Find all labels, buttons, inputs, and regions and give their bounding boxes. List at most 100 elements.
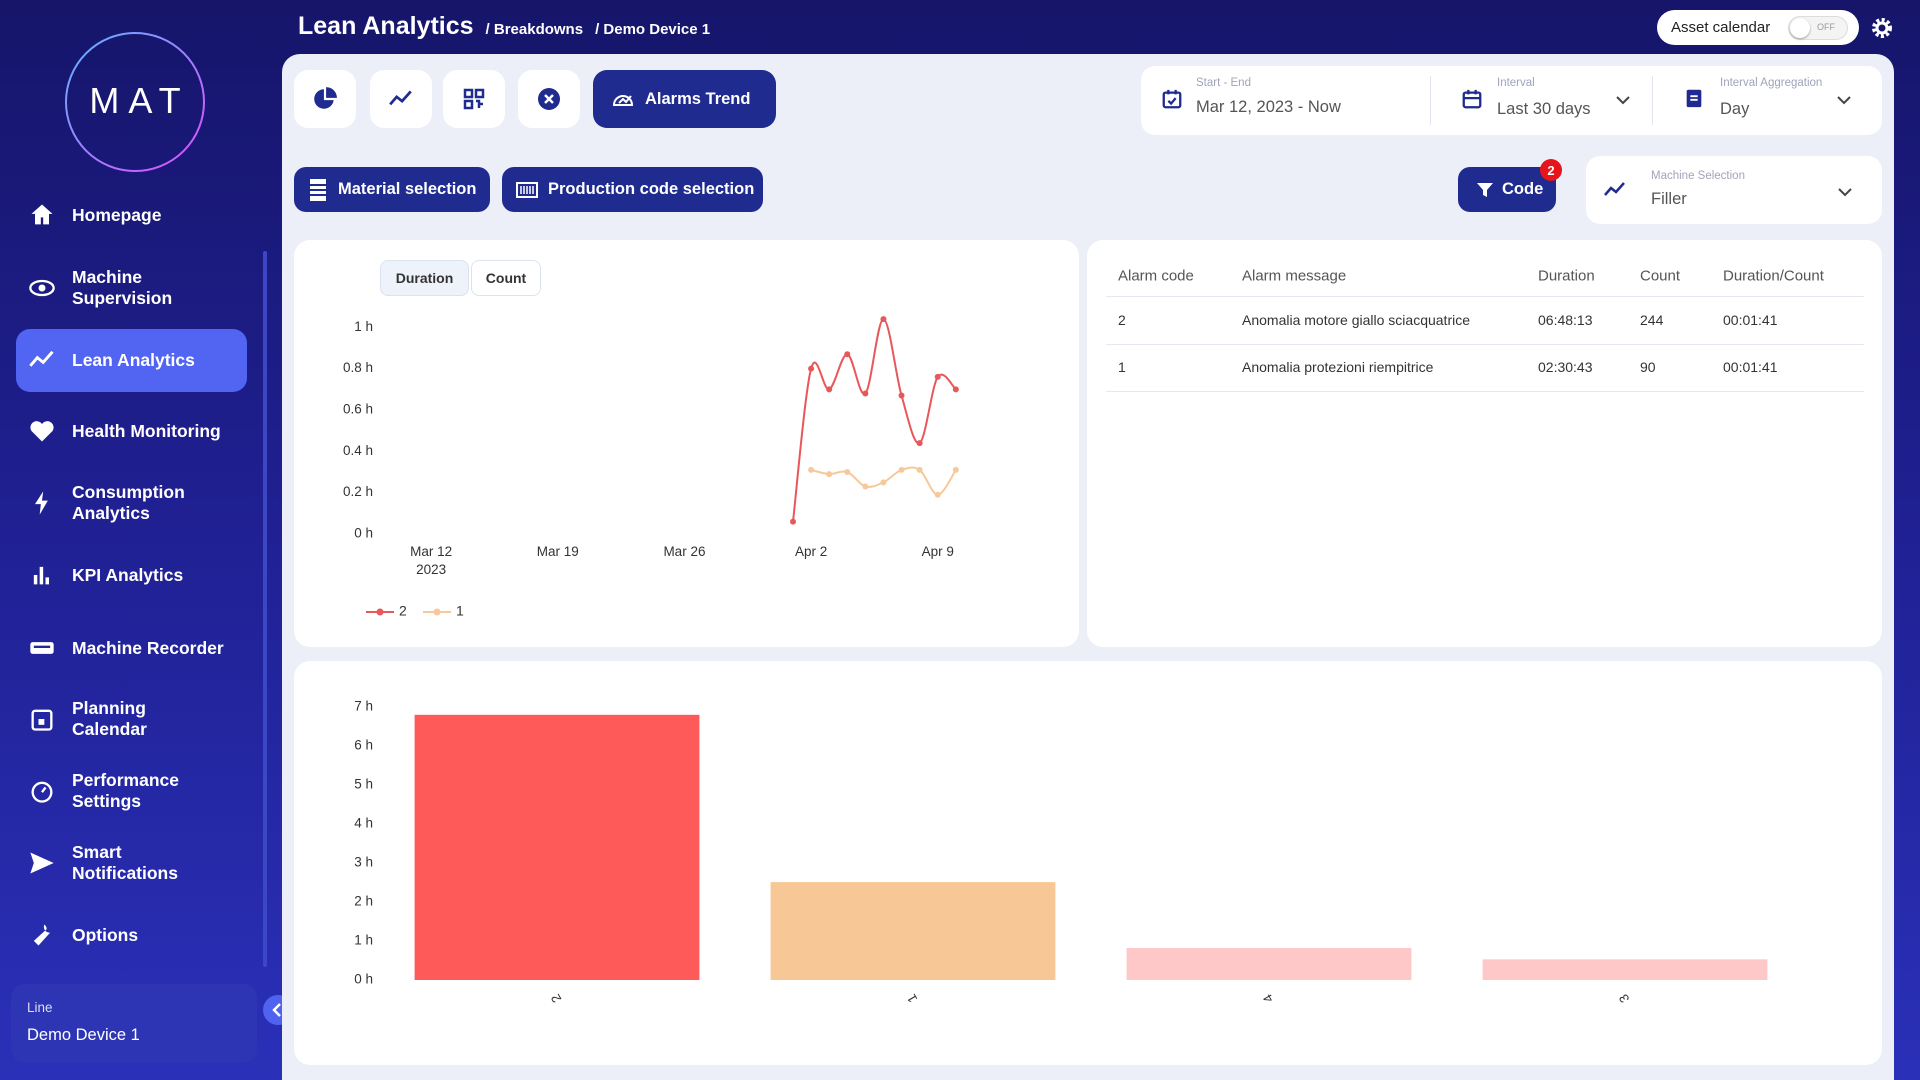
legend-swatch bbox=[376, 608, 384, 616]
table-cell: 02:30:43 bbox=[1538, 359, 1593, 375]
table-cell: 2 bbox=[1118, 312, 1126, 328]
material-button[interactable]: Material selection bbox=[294, 167, 490, 212]
alarms-trend-button[interactable]: Alarms Trend bbox=[593, 70, 776, 128]
nav-label[interactable]: Options bbox=[72, 924, 139, 945]
row-divider bbox=[1106, 344, 1864, 345]
line-box[interactable]: Line Demo Device 1 bbox=[11, 984, 257, 1063]
nav-item[interactable]: Machine Supervision bbox=[28, 263, 228, 313]
production-code-button[interactable]: Production code selection bbox=[502, 167, 763, 212]
nav-item[interactable]: Planning Calendar bbox=[28, 694, 202, 744]
breadcrumb[interactable]: / Demo Device 1 bbox=[595, 21, 711, 38]
column-header: Count bbox=[1640, 267, 1681, 285]
point bbox=[808, 466, 815, 473]
point bbox=[952, 466, 959, 473]
filter-value[interactable]: Last 30 days bbox=[1497, 100, 1591, 118]
legend-label: 1 bbox=[456, 603, 464, 619]
y-tick-label: 1 h bbox=[354, 933, 373, 948]
divider bbox=[1430, 76, 1431, 125]
column-header: Duration/Count bbox=[1723, 267, 1824, 285]
filter-label: Interval Aggregation bbox=[1720, 77, 1823, 89]
table-cell: 00:01:41 bbox=[1723, 359, 1778, 375]
tab[interactable]: Count bbox=[471, 260, 541, 296]
filter-label: Start - End bbox=[1196, 77, 1251, 89]
nav-label[interactable]: Machine Recorder bbox=[72, 637, 224, 658]
scrollbar bbox=[263, 251, 267, 967]
column-header: Duration bbox=[1538, 267, 1595, 285]
point bbox=[934, 373, 941, 380]
button-label[interactable]: Code bbox=[1502, 180, 1544, 198]
line-value: Demo Device 1 bbox=[27, 1026, 140, 1044]
point bbox=[862, 483, 869, 490]
button-label[interactable]: Production code selection bbox=[548, 180, 755, 198]
point bbox=[844, 351, 851, 358]
point bbox=[916, 440, 923, 447]
filter-value[interactable]: Day bbox=[1720, 100, 1750, 118]
row-divider bbox=[1106, 391, 1864, 392]
y-tick-label: 5 h bbox=[354, 777, 373, 792]
trend-view[interactable] bbox=[370, 70, 432, 128]
nav-item[interactable]: Lean Analytics bbox=[28, 335, 195, 385]
y-tick-label: 6 h bbox=[354, 738, 373, 753]
y-tick-label: 1 h bbox=[354, 319, 373, 334]
table-cell: 244 bbox=[1640, 312, 1664, 328]
nav-label[interactable]: KPI Analytics bbox=[72, 564, 184, 585]
nav-label[interactable]: Machine Supervision bbox=[72, 267, 173, 308]
nav-label[interactable]: Planning Calendar bbox=[72, 698, 147, 739]
logo: MAT bbox=[89, 80, 190, 121]
y-tick-label: 0.2 h bbox=[343, 484, 373, 499]
nav-item[interactable]: Machine Recorder bbox=[28, 623, 224, 673]
y-tick-label: 3 h bbox=[354, 855, 373, 870]
nav-item[interactable]: Homepage bbox=[28, 190, 161, 240]
y-tick-label: 0.4 h bbox=[343, 443, 373, 458]
button-label[interactable]: Alarms Trend bbox=[645, 89, 751, 108]
table-cell: 90 bbox=[1640, 359, 1656, 375]
nav-item[interactable]: Smart Notifications bbox=[28, 838, 202, 888]
active-nav-bg bbox=[16, 329, 247, 392]
column-header: Alarm code bbox=[1118, 267, 1194, 285]
pie-view[interactable] bbox=[294, 70, 356, 128]
bar-chart: 0 h 1 h 2 h 3 h 4 h 5 h 6 h 7 h 2 1 4 3 bbox=[354, 699, 1768, 1006]
nav-item[interactable]: Performance Settings bbox=[28, 766, 202, 816]
y-tick-label: 0.8 h bbox=[343, 360, 373, 375]
nav-label[interactable]: Lean Analytics bbox=[72, 349, 195, 370]
point bbox=[862, 390, 869, 397]
bar bbox=[770, 882, 1056, 980]
settings[interactable] bbox=[1870, 16, 1894, 40]
page-title: Lean Analytics bbox=[298, 12, 474, 40]
nav-item[interactable]: Health Monitoring bbox=[28, 406, 221, 456]
x-tick-label: 1 bbox=[904, 992, 921, 1006]
divider bbox=[1652, 76, 1653, 125]
button-label[interactable]: Material selection bbox=[338, 180, 477, 198]
point bbox=[826, 471, 833, 478]
line-chart: 0 h 0.2 h 0.4 h 0.6 h 0.8 h 1 h 2 1 bbox=[343, 316, 959, 619]
breadcrumb[interactable]: / Breakdowns bbox=[485, 21, 584, 38]
nav-label[interactable]: Health Monitoring bbox=[72, 420, 221, 441]
x-tick-label: 4 bbox=[1260, 992, 1277, 1006]
y-tick-label: 0 h bbox=[354, 972, 373, 987]
x-tick-label: 3 bbox=[1616, 992, 1633, 1006]
nav-label[interactable]: Smart Notifications bbox=[72, 842, 178, 883]
toggle[interactable]: OFF bbox=[1788, 16, 1848, 40]
qr-view[interactable] bbox=[443, 70, 505, 128]
point bbox=[826, 386, 833, 393]
bar bbox=[1482, 959, 1768, 980]
nav-item[interactable]: KPI Analytics bbox=[28, 550, 183, 600]
nav-label[interactable]: Performance Settings bbox=[72, 770, 179, 811]
machine-selector[interactable]: Machine Selection Filler bbox=[1586, 156, 1882, 224]
tab[interactable]: Duration bbox=[380, 260, 469, 296]
y-tick-label: 7 h bbox=[354, 699, 373, 714]
nav-label[interactable]: Homepage bbox=[72, 204, 162, 225]
nav-item[interactable]: Consumption Analytics bbox=[28, 478, 202, 528]
point bbox=[790, 518, 796, 525]
asset-calendar[interactable]: Asset calendar OFF bbox=[1657, 10, 1859, 45]
point bbox=[952, 386, 959, 393]
nav-item[interactable]: Options bbox=[28, 910, 138, 960]
filter-value[interactable]: Mar 12, 2023 - Now bbox=[1196, 98, 1341, 116]
nav-label[interactable]: Consumption Analytics bbox=[72, 482, 185, 523]
table-cell: Anomalia protezioni riempitrice bbox=[1242, 359, 1434, 375]
code-button[interactable]: Code bbox=[1458, 167, 1556, 212]
clear-view[interactable] bbox=[518, 70, 580, 128]
y-tick-label: 0.6 h bbox=[343, 402, 373, 417]
filter-value[interactable]: Filler bbox=[1651, 190, 1687, 208]
